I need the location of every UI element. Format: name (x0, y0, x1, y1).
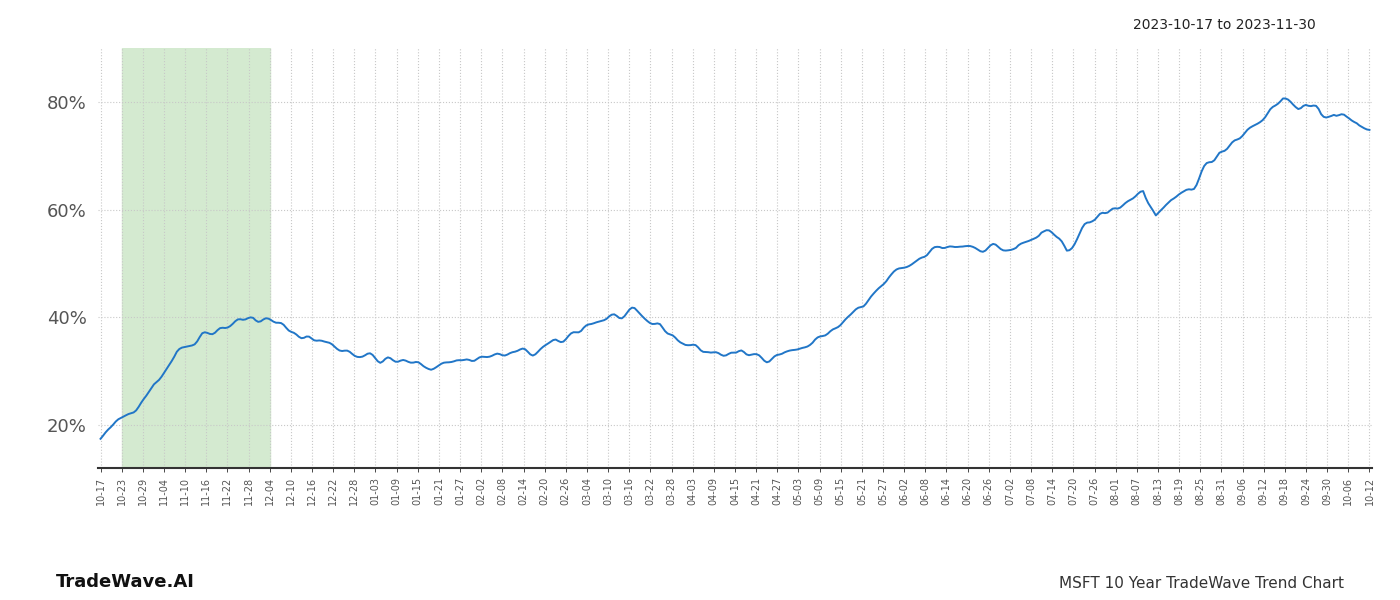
Bar (122, 48, 270, 468)
Text: MSFT 10 Year TradeWave Trend Chart: MSFT 10 Year TradeWave Trend Chart (1058, 576, 1344, 591)
Text: 2023-10-17 to 2023-11-30: 2023-10-17 to 2023-11-30 (1133, 18, 1316, 32)
Text: TradeWave.AI: TradeWave.AI (56, 573, 195, 591)
